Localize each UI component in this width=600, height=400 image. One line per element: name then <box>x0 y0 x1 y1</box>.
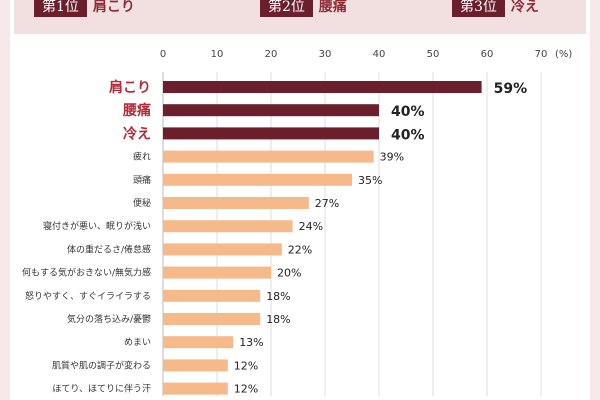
bar <box>163 359 228 372</box>
category-label: めまい <box>124 337 151 348</box>
value-label: 59% <box>494 81 528 97</box>
bar <box>163 173 352 186</box>
category-label: 気分の落ち込み/憂鬱 <box>67 313 151 325</box>
category-label: 便秘 <box>133 197 151 209</box>
bar <box>163 266 271 279</box>
value-label: 35% <box>358 174 382 187</box>
bar <box>163 243 282 256</box>
bar <box>163 150 374 163</box>
rank-2-item: 腰痛 <box>318 0 347 15</box>
x-tick-label: 40 <box>373 49 386 60</box>
rank-1: 第1位 肩こり <box>34 0 135 18</box>
category-label: 頭痛 <box>133 174 151 186</box>
category-label: 疲れ <box>133 151 151 163</box>
bar <box>163 220 293 233</box>
category-label: 怒りやすく、すぐイライラする <box>25 290 151 302</box>
rank-1-item: 肩こり <box>92 0 135 15</box>
bar <box>163 127 379 140</box>
x-tick-label: 20 <box>265 49 278 60</box>
value-label: 20% <box>277 267 301 280</box>
value-label: 40% <box>391 104 425 120</box>
bar <box>163 81 482 93</box>
category-label: ほてり、ほてりに伴う汗 <box>52 383 151 395</box>
rank-3: 第3位 冷え <box>452 0 539 18</box>
bar <box>163 313 261 325</box>
category-label: 寝付きが悪い、眠りが浅い <box>43 220 151 232</box>
value-label: 18% <box>266 290 290 303</box>
x-tick-label: 50 <box>427 49 440 60</box>
category-label: 腰痛 <box>122 102 151 119</box>
x-tick-label: 10 <box>211 49 224 60</box>
value-label: 24% <box>299 220 323 233</box>
x-tick-label: 70 <box>535 49 548 60</box>
value-label: 18% <box>266 313 290 326</box>
bar <box>163 289 261 302</box>
rank-2: 第2位 腰痛 <box>260 0 347 18</box>
x-tick-label: 0 <box>160 49 166 60</box>
x-tick-label: 30 <box>319 49 332 60</box>
ranking-panel: 第1位 肩こり 第2位 腰痛 第3位 冷え <box>14 0 586 34</box>
rank-2-badge: 第2位 <box>260 0 313 17</box>
value-label: 12% <box>234 383 258 396</box>
value-label: 13% <box>239 336 263 349</box>
category-label: 冷え <box>123 125 151 142</box>
value-label: 40% <box>391 127 425 143</box>
rank-1-badge: 第1位 <box>34 0 87 17</box>
value-label: 39% <box>380 151 404 164</box>
x-unit-label: (%) <box>555 49 572 60</box>
category-label: 何もする気がおきない/無気力感 <box>22 267 151 279</box>
category-label: 体の重だるさ/倦怠感 <box>67 243 151 255</box>
value-label: 12% <box>234 359 258 372</box>
category-label: 肌質や肌の調子が変わる <box>52 359 151 371</box>
value-label: 27% <box>315 197 339 210</box>
bar <box>163 336 234 349</box>
rank-3-item: 冷え <box>510 0 539 15</box>
value-label: 22% <box>288 243 312 256</box>
bar <box>163 104 379 117</box>
bar <box>163 382 228 395</box>
bar <box>163 197 309 209</box>
category-label: 肩こり <box>109 79 151 96</box>
x-tick-label: 60 <box>481 49 494 60</box>
rank-3-badge: 第3位 <box>452 0 505 17</box>
